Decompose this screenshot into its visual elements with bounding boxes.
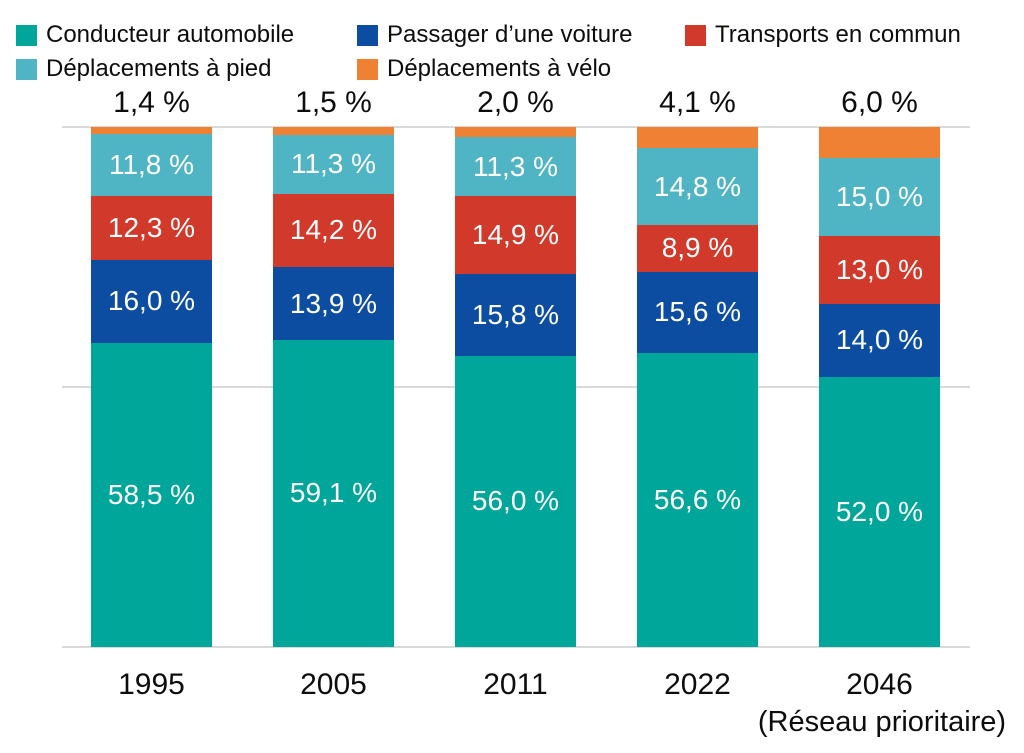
- segment-value-label: 14,8 %: [653, 170, 742, 202]
- above-bar-value-label: 1,5 %: [295, 86, 372, 119]
- above-bar-value-label: 6,0 %: [841, 86, 918, 119]
- legend-item: Conducteur automobile: [16, 22, 294, 48]
- segment-value-label: 16,0 %: [107, 285, 196, 317]
- segment-value-label: 15,8 %: [471, 298, 560, 330]
- bar-segment: [637, 127, 758, 149]
- segment-value-label: 12,3 %: [107, 211, 196, 243]
- legend-item: Transports en commun: [685, 22, 961, 48]
- bar-segment: 11,3 %: [455, 137, 576, 197]
- segment-value-label: 59,1 %: [289, 477, 378, 509]
- legend-swatch-icon: [685, 24, 706, 46]
- gridline-0pct: [62, 646, 970, 648]
- bar-segment: 14,9 %: [455, 196, 576, 274]
- segment-value-label: 11,8 %: [108, 148, 195, 180]
- bar-segment: 8,9 %: [637, 225, 758, 272]
- x-axis-label-2046: 2046: [846, 668, 913, 701]
- bar-segment: 58,5 %: [91, 342, 212, 647]
- segment-value-label: 11,3 %: [290, 148, 377, 180]
- segment-value-label: 13,0 %: [835, 253, 924, 285]
- x-axis-note: (Réseau prioritaire): [757, 706, 1007, 738]
- bar-segment: 13,0 %: [819, 236, 940, 304]
- bar-segment: [273, 127, 394, 135]
- bar-segment: 59,1 %: [273, 339, 394, 647]
- x-axis-label-2011: 2011: [483, 668, 548, 701]
- x-axis-label-1995: 1995: [118, 668, 185, 701]
- segment-value-label: 58,5 %: [107, 478, 196, 510]
- legend-item-label: Passager d’une voiture: [387, 21, 633, 48]
- bar-segment: [819, 127, 940, 159]
- bar-2046: 15,0 % 13,0 % 14,0 % 52,0 %: [819, 127, 940, 647]
- bar-segment: 52,0 %: [819, 376, 940, 647]
- bar-2005: 11,3 % 14,2 % 13,9 % 59,1 %: [273, 127, 394, 647]
- segment-value-label: 56,0 %: [471, 485, 560, 517]
- legend-item-label: Déplacements à vélo: [387, 55, 612, 82]
- bar-segment: 15,6 %: [637, 271, 758, 353]
- bar-segment: 16,0 %: [91, 259, 212, 343]
- legend-item-label: Déplacements à pied: [46, 55, 272, 82]
- segment-value-label: 15,0 %: [835, 181, 924, 213]
- legend-item-label: Transports en commun: [715, 21, 961, 48]
- bar-segment: 15,0 %: [819, 158, 940, 237]
- legend-swatch-icon: [357, 58, 378, 80]
- bar-segment: 56,0 %: [455, 355, 576, 647]
- segment-value-label: 14,0 %: [835, 324, 924, 356]
- segment-value-label: 15,6 %: [653, 296, 742, 328]
- legend-swatch-icon: [357, 24, 378, 46]
- x-axis-label-2005: 2005: [300, 668, 367, 701]
- bar-segment: [455, 127, 576, 138]
- bar-segment: 12,3 %: [91, 195, 212, 260]
- bar-segment: 56,6 %: [637, 352, 758, 647]
- segment-value-label: 52,0 %: [835, 495, 924, 527]
- above-bar-value-label: 4,1 %: [659, 86, 736, 119]
- segment-value-label: 13,9 %: [289, 287, 378, 319]
- bar-segment: 15,8 %: [455, 273, 576, 356]
- bar-segment: 11,3 %: [273, 134, 394, 194]
- bar-segment: 14,0 %: [819, 303, 940, 377]
- legend-item: Déplacements à vélo: [357, 56, 611, 82]
- legend-swatch-icon: [16, 24, 37, 46]
- legend-item-label: Conducteur automobile: [46, 21, 295, 48]
- bar-segment: 14,2 %: [273, 193, 394, 268]
- bar-2011: 11,3 % 14,9 % 15,8 % 56,0 %: [455, 127, 576, 647]
- above-bar-value-label: 2,0 %: [477, 86, 554, 119]
- segment-value-label: 14,9 %: [471, 218, 560, 250]
- bar-segment: 11,8 %: [91, 134, 212, 196]
- bar-segment: 14,8 %: [637, 148, 758, 226]
- segment-value-label: 14,2 %: [289, 214, 378, 246]
- bar-2022: 14,8 % 8,9 % 15,6 % 56,6 %: [637, 127, 758, 647]
- above-bar-value-label: 1,4 %: [113, 86, 190, 119]
- x-axis-label-2022: 2022: [664, 668, 731, 701]
- legend-swatch-icon: [16, 58, 37, 80]
- legend-item: Passager d’une voiture: [357, 22, 632, 48]
- legend-item: Déplacements à pied: [16, 56, 271, 82]
- bar-segment: [91, 127, 212, 135]
- segment-value-label: 8,9 %: [661, 232, 734, 264]
- segment-value-label: 56,6 %: [653, 483, 742, 515]
- bar-segment: 13,9 %: [273, 267, 394, 340]
- segment-value-label: 11,3 %: [472, 150, 559, 182]
- bar-1995: 11,8 % 12,3 % 16,0 % 58,5 %: [91, 127, 212, 647]
